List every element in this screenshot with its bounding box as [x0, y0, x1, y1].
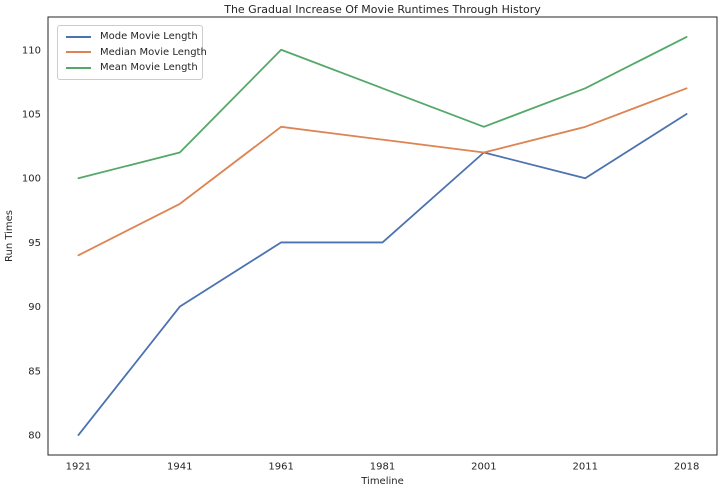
y-tick-label: 105: [22, 109, 41, 120]
x-tick-label: 2018: [674, 462, 699, 473]
legend-item: Median Movie Length: [66, 45, 207, 61]
y-tick-label: 110: [22, 45, 41, 56]
y-tick-label: 95: [28, 238, 41, 249]
legend-line-swatch: [66, 66, 91, 69]
series-line-median-movie-length: [77, 87, 688, 257]
y-tick-label: 80: [28, 431, 41, 442]
series-line-mean-movie-length: [77, 36, 688, 180]
x-tick-label: 1941: [167, 462, 192, 473]
plot-border: [47, 16, 718, 456]
x-tick-label: 1921: [66, 462, 91, 473]
chart-title: The Gradual Increase Of Movie Runtimes T…: [223, 3, 541, 16]
x-axis-title: Timeline: [360, 476, 404, 487]
legend-label: Mean Movie Length: [100, 62, 198, 74]
legend-line-swatch: [66, 51, 91, 54]
legend-item: Mean Movie Length: [66, 60, 198, 76]
legend-line-swatch: [66, 35, 91, 38]
x-tick-label: 1961: [268, 462, 293, 473]
x-tick-label: 2001: [471, 462, 496, 473]
x-tick-label: 2011: [573, 462, 598, 473]
series-line-mode-movie-length: [77, 113, 688, 436]
legend-label: Median Movie Length: [100, 46, 207, 58]
y-tick-label: 90: [28, 302, 41, 313]
y-axis-title: Run Times: [4, 210, 15, 262]
y-tick-label: 100: [22, 174, 41, 185]
y-tick-label: 85: [28, 366, 41, 377]
legend-label: Mode Movie Length: [100, 31, 198, 43]
legend-item: Mode Movie Length: [66, 29, 198, 45]
x-tick-label: 1981: [370, 462, 395, 473]
legend: Mode Movie Length Median Movie Length Mean…: [57, 25, 207, 80]
plot-area: 80 85 90 95 100 105 110 1921 1941 1961 1981 2001 201…: [22, 16, 718, 473]
